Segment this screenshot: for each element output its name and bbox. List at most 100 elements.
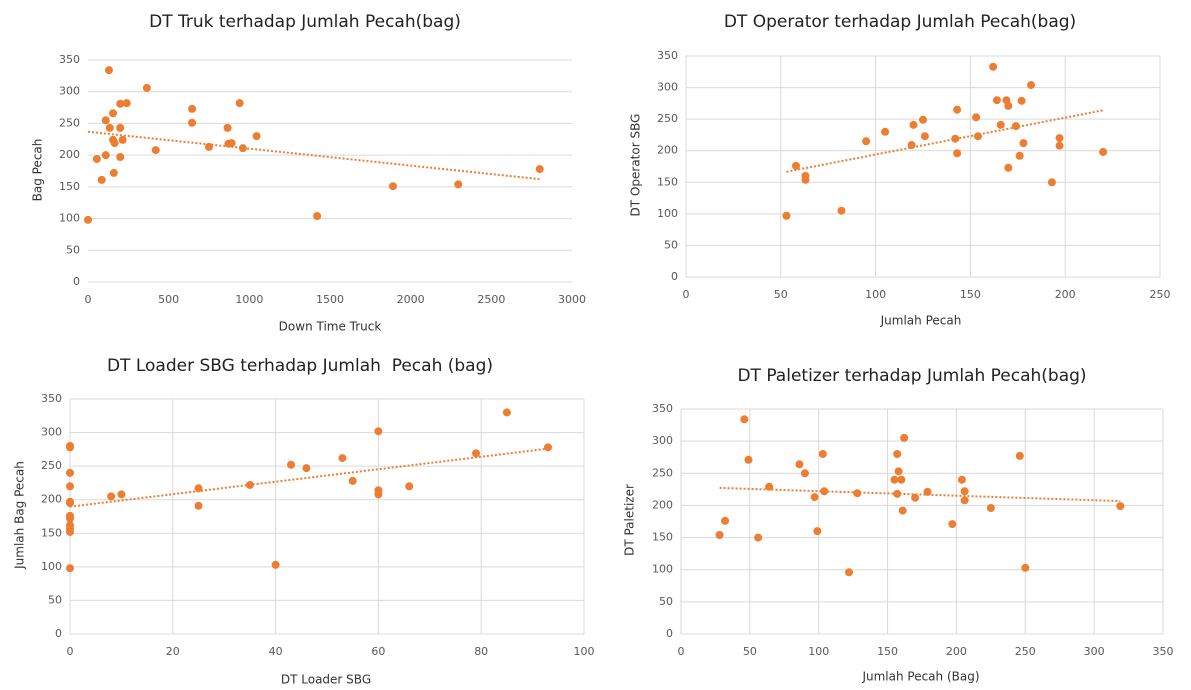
y-tick-label: 300 [657, 81, 678, 94]
point [957, 475, 966, 484]
point [101, 151, 110, 160]
y-tick-label: 0 [73, 275, 80, 288]
y-tick-label: 50 [659, 595, 673, 608]
point [109, 109, 118, 118]
x-tick-label: 200 [1055, 288, 1076, 301]
x-tick-label: 0 [85, 293, 92, 306]
point [1004, 163, 1013, 172]
x-tick-label: 40 [269, 645, 283, 658]
point [454, 180, 463, 189]
y-tick-label: 350 [59, 53, 80, 66]
y-tick-label: 50 [66, 243, 80, 256]
y-tick-label: 350 [652, 402, 673, 415]
point [960, 487, 969, 496]
point [948, 520, 957, 529]
y-tick-label: 0 [671, 270, 678, 283]
x-tick-label: 350 [1153, 645, 1174, 658]
y-tick-label: 50 [664, 238, 678, 251]
y-tick-label: 200 [652, 498, 673, 511]
point [881, 127, 890, 136]
y-tick-label: 150 [59, 180, 80, 193]
point [1027, 81, 1036, 90]
x-tick-label: 50 [743, 645, 757, 658]
point [744, 455, 753, 464]
point [194, 484, 203, 493]
x-tick-label: 0 [67, 645, 74, 658]
point [1116, 502, 1125, 511]
point [989, 62, 998, 71]
x-tick-label: 200 [946, 645, 967, 658]
point [388, 182, 397, 191]
point [205, 142, 213, 151]
x-tick-label: 80 [474, 645, 488, 658]
chart-title: DT Paletizer terhadap Jumlah Pecah(bag) [737, 366, 1086, 386]
point [923, 487, 932, 496]
point [105, 123, 114, 132]
x-tick-label: 150 [877, 645, 898, 658]
point [951, 134, 960, 143]
point [740, 415, 749, 424]
point [188, 104, 197, 113]
point [893, 450, 902, 458]
y-tick-label: 200 [41, 493, 62, 506]
y-axis-title: Jumlah Bag Pecah [13, 461, 27, 570]
point [810, 493, 819, 502]
y-tick-label: 250 [41, 459, 62, 472]
point [919, 115, 927, 124]
point [223, 123, 232, 132]
point [893, 489, 902, 498]
point [894, 467, 903, 476]
x-tick-label: 0 [683, 288, 690, 301]
point [104, 66, 113, 75]
point [66, 527, 74, 536]
point [818, 450, 827, 458]
y-tick-label: 250 [59, 116, 80, 129]
point [996, 120, 1005, 129]
point [117, 490, 126, 499]
point [813, 527, 822, 536]
point [374, 490, 383, 499]
point [1055, 134, 1064, 143]
point [907, 141, 916, 150]
point [1015, 151, 1024, 160]
point [66, 564, 74, 573]
y-tick-label: 150 [41, 526, 62, 539]
point [1019, 139, 1028, 148]
y-tick-label: 300 [41, 426, 62, 439]
y-tick-label: 300 [652, 434, 673, 447]
y-tick-label: 0 [55, 627, 62, 640]
x-tick-label: 50 [774, 288, 788, 301]
y-axis-title: DT Operator SBG [629, 114, 643, 217]
x-tick-label: 150 [960, 288, 981, 301]
point [92, 154, 101, 163]
chart-title: DT Loader SBG terhadap Jumlah Pecah (bag… [107, 356, 493, 376]
point [66, 482, 74, 491]
point [151, 146, 160, 155]
trendline [786, 109, 1104, 173]
point [66, 468, 74, 477]
point [960, 496, 969, 505]
point [1011, 122, 1020, 131]
point [845, 568, 854, 577]
y-axis-title: Bag Pecah [31, 139, 45, 202]
point [122, 99, 131, 108]
y-tick-label: 150 [652, 531, 673, 544]
y-tick-label: 150 [657, 175, 678, 188]
point [405, 482, 414, 491]
x-tick-label: 250 [1015, 645, 1036, 658]
point [302, 464, 311, 473]
point [973, 132, 982, 141]
x-tick-label: 250 [1150, 288, 1171, 301]
x-tick-label: 3000 [558, 293, 586, 306]
point [188, 118, 197, 127]
point [715, 531, 724, 539]
x-tick-label: 60 [371, 645, 385, 658]
point [1099, 147, 1108, 156]
point [66, 499, 74, 508]
point [118, 135, 127, 144]
point [109, 168, 118, 177]
chart-title: DT Operator terhadap Jumlah Pecah(bag) [724, 12, 1076, 32]
point [338, 454, 347, 463]
point [898, 506, 907, 515]
